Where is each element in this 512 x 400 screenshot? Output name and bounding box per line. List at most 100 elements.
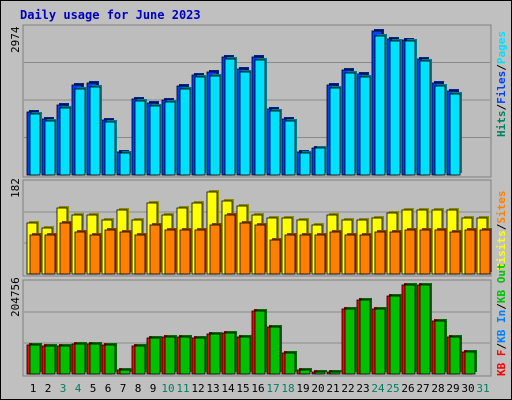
- x-label-day-21: 21: [326, 382, 339, 395]
- bar-kb-out-day-20: [314, 370, 327, 375]
- bar-face: [404, 40, 416, 176]
- bar-face: [44, 345, 56, 375]
- bar-face: [359, 299, 371, 375]
- bar-face: [119, 152, 131, 176]
- bar-face: [314, 234, 326, 275]
- bar-sites-day-12: [194, 228, 207, 275]
- bar-kb-out-day-19: [299, 368, 312, 375]
- bar-face: [194, 337, 206, 375]
- bar-pages-day-27: [419, 59, 432, 176]
- bar-face: [374, 35, 386, 176]
- bar-face: [434, 320, 446, 375]
- bar-face: [344, 72, 356, 176]
- x-label-day-20: 20: [311, 382, 324, 395]
- bar-pages-day-16: [254, 58, 267, 176]
- bar-sites-day-15: [239, 221, 252, 275]
- bar-kb-out-day-6: [104, 343, 117, 375]
- bar-kb-out-day-27: [419, 283, 432, 375]
- bar-pages-day-18: [284, 119, 297, 176]
- legend-kb-out: KB Out: [495, 263, 508, 303]
- bar-face: [374, 231, 386, 275]
- ymax-kb: 204756: [9, 277, 22, 317]
- bar-face: [464, 351, 476, 375]
- x-label-day-5: 5: [90, 382, 97, 395]
- bar-kb-out-day-30: [464, 350, 477, 375]
- bar-kb-out-day-1: [29, 343, 42, 375]
- bar-sites-day-16: [254, 223, 267, 275]
- bar-sites-day-13: [209, 223, 222, 275]
- bar-face: [419, 284, 431, 375]
- bar-sites-day-19: [299, 233, 312, 275]
- bar-face: [44, 234, 56, 275]
- x-label-day-31: 31: [476, 382, 489, 395]
- bar-face: [74, 343, 86, 375]
- bar-face: [449, 231, 461, 275]
- bar-sites-day-29: [449, 230, 462, 275]
- bar-sites-day-25: [389, 230, 402, 275]
- bar-face: [299, 369, 311, 375]
- bar-face: [164, 229, 176, 275]
- bar-face: [314, 147, 326, 176]
- bar-face: [89, 234, 101, 275]
- bar-face: [29, 113, 41, 176]
- bar-face: [404, 229, 416, 275]
- bar-sites-day-11: [179, 228, 192, 275]
- bar-face: [359, 76, 371, 176]
- legend-sites: Sites: [495, 191, 508, 224]
- bar-sites-day-27: [419, 228, 432, 275]
- legend-files: Files: [495, 71, 508, 104]
- legend-separator: /: [495, 64, 508, 71]
- bar-kb-out-day-12: [194, 336, 207, 375]
- bar-sites-day-9: [149, 223, 162, 275]
- legend-visits: Visits: [495, 230, 508, 270]
- bar-kb-out-day-4: [74, 342, 87, 375]
- bar-face: [29, 234, 41, 275]
- bar-face: [449, 336, 461, 375]
- bar-pages-day-8: [134, 99, 147, 176]
- bar-pages-day-7: [119, 151, 132, 176]
- bar-face: [74, 88, 86, 176]
- bar-sites-day-24: [374, 230, 387, 275]
- bar-face: [224, 58, 236, 176]
- bar-face: [389, 295, 401, 375]
- x-label-day-9: 9: [150, 382, 157, 395]
- bar-face: [269, 110, 281, 176]
- bar-face: [134, 100, 146, 176]
- bar-pages-day-29: [449, 92, 462, 176]
- bar-sites-day-10: [164, 228, 177, 275]
- bar-kb-out-day-22: [344, 307, 357, 375]
- bar-face: [299, 234, 311, 275]
- bar-face: [434, 229, 446, 275]
- bar-face: [89, 343, 101, 375]
- bar-face: [89, 86, 101, 176]
- bar-sites-day-18: [284, 233, 297, 275]
- legend-text-2: KB F/KB In/KB Out: [495, 263, 508, 376]
- bar-sites-day-30: [464, 228, 477, 275]
- bar-face: [209, 333, 221, 375]
- bar-face: [329, 231, 341, 275]
- x-label-day-28: 28: [431, 382, 444, 395]
- bar-face: [314, 371, 326, 375]
- bar-sites-day-5: [89, 233, 102, 275]
- bar-face: [104, 229, 116, 275]
- bar-pages-day-26: [404, 39, 417, 176]
- bar-face: [194, 76, 206, 176]
- bar-face: [239, 222, 251, 275]
- bar-kb-out-day-18: [284, 351, 297, 375]
- bar-face: [179, 229, 191, 275]
- bar-sites-day-1: [29, 233, 42, 275]
- bar-face: [479, 229, 491, 275]
- bar-kb-out-day-21: [329, 370, 342, 375]
- bar-face: [389, 231, 401, 275]
- bar-pages-day-24: [374, 34, 387, 176]
- bar-sites-day-28: [434, 228, 447, 275]
- bar-face: [104, 344, 116, 375]
- x-label-day-13: 13: [206, 382, 219, 395]
- bar-pages-day-19: [299, 151, 312, 176]
- x-label-day-15: 15: [236, 382, 249, 395]
- bar-face: [269, 239, 281, 275]
- legend-separator: /: [495, 343, 508, 350]
- x-label-day-1: 1: [30, 382, 37, 395]
- x-label-day-17: 17: [266, 382, 279, 395]
